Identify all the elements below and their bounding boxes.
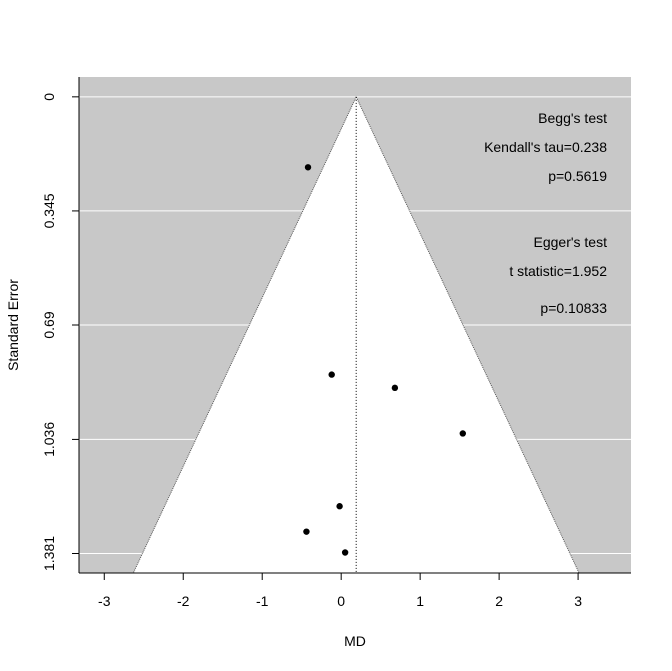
y-axis-title: Standard Error (5, 279, 21, 371)
data-point (391, 384, 399, 392)
data-points (303, 164, 466, 556)
data-point (304, 164, 312, 171)
egger-test-title: Egger's test (534, 234, 608, 250)
y-tick-label: 0.345 (41, 193, 57, 228)
x-axis-title: MD (344, 633, 366, 649)
x-tick-label: -2 (177, 593, 190, 609)
data-point (341, 549, 349, 556)
data-point (328, 371, 335, 378)
y-tick-label: 0.69 (41, 311, 57, 338)
egger-t-statistic: t statistic=1.952 (509, 263, 607, 279)
y-tick-label: 0 (41, 93, 57, 101)
egger-p-value: p=0.10833 (540, 300, 607, 316)
data-point (336, 503, 343, 510)
x-tick-label: 3 (574, 593, 582, 609)
x-tick-label: 1 (416, 593, 424, 609)
data-point (303, 528, 310, 535)
x-tick-label: 2 (495, 593, 503, 609)
data-point (459, 430, 466, 437)
begg-p-value: p=0.5619 (548, 168, 607, 184)
x-tick-label: -1 (256, 593, 269, 609)
axes: -3 -2 -1 0 1 2 3 0 0.345 0.69 1.036 1.381 (41, 77, 631, 609)
begg-test-title: Begg's test (538, 110, 607, 126)
y-tick-label: 1.381 (41, 536, 57, 571)
y-tick-label: 1.036 (41, 422, 57, 457)
x-tick-label: 0 (337, 593, 345, 609)
x-tick-label: -3 (98, 593, 111, 609)
begg-kendall-tau: Kendall's tau=0.238 (484, 139, 607, 155)
